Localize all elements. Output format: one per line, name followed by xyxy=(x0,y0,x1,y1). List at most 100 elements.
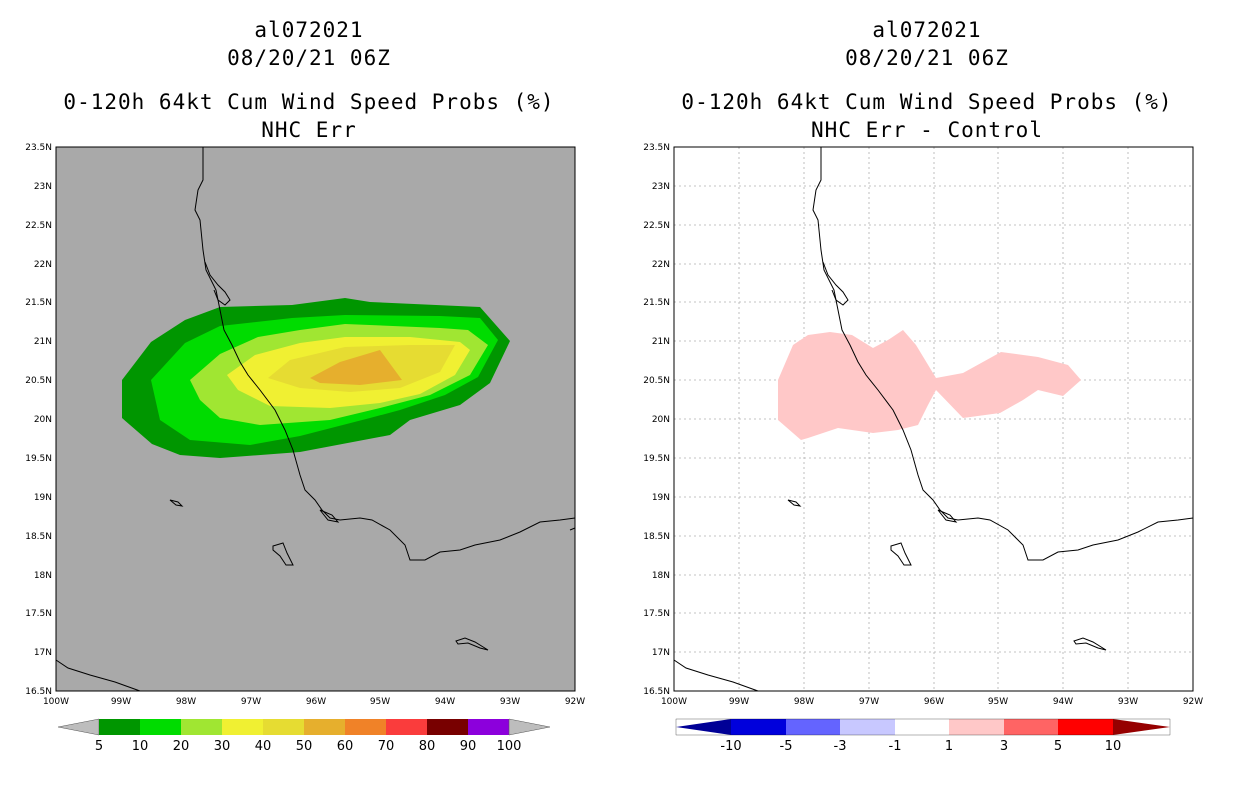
lon-label: 98W xyxy=(176,697,196,707)
left-map-panel: al072021 08/20/21 06Z 0-120h 64kt Cum Wi… xyxy=(25,18,585,754)
colorbar-label: 30 xyxy=(214,739,231,754)
difference-contours xyxy=(778,330,1081,440)
storm-id-title: al072021 xyxy=(254,18,364,42)
lon-label: 94W xyxy=(1053,697,1073,707)
colorbar-swatch xyxy=(427,719,468,735)
colorbar-label: 70 xyxy=(378,739,395,754)
lat-label: 17.5N xyxy=(643,609,670,619)
colorbar-label: 90 xyxy=(460,739,477,754)
map-frame xyxy=(673,146,1194,692)
product-subtitle: NHC Err - Control xyxy=(811,118,1043,142)
map-frame xyxy=(55,146,576,692)
colorbar-label: 10 xyxy=(132,739,149,754)
lon-label: 97W xyxy=(859,697,879,707)
lat-label: 19.5N xyxy=(643,454,670,464)
lat-label: 19.5N xyxy=(25,454,52,464)
colorbar-swatch xyxy=(99,719,140,735)
colorbar-label: 80 xyxy=(419,739,436,754)
lat-label: 22N xyxy=(34,260,52,270)
lat-label: 20N xyxy=(34,415,52,425)
probability-contours xyxy=(122,298,510,458)
lon-label: 99W xyxy=(729,697,749,707)
lat-label: 21.5N xyxy=(643,298,670,308)
lat-label: 20.5N xyxy=(643,376,670,386)
colorbar-swatch xyxy=(222,719,263,735)
right-map-panel: al072021 08/20/21 06Z 0-120h 64kt Cum Wi… xyxy=(618,0,1236,800)
lat-label: 23.5N xyxy=(643,143,670,153)
colorbar-swatch xyxy=(1004,719,1058,735)
colorbar-over-arrow xyxy=(1113,719,1170,735)
lat-label: 23.5N xyxy=(25,143,52,153)
lat-label: 18N xyxy=(34,571,52,581)
contour-1-3 xyxy=(778,330,1081,440)
colorbar-label: 60 xyxy=(337,739,354,754)
lat-label: 23N xyxy=(34,182,52,192)
right-map-svg: 23.5N 23N 22.5N 22N 21.5N 21N 20.5N 20N … xyxy=(643,143,1203,754)
lon-label: 93W xyxy=(1118,697,1138,707)
lat-label: 23N xyxy=(652,182,670,192)
lon-label: 94W xyxy=(435,697,455,707)
colorbar-swatch xyxy=(304,719,345,735)
lat-label: 21N xyxy=(652,337,670,347)
lon-label: 95W xyxy=(370,697,390,707)
lat-label: 16.5N xyxy=(25,687,52,697)
colorbar-under-arrow xyxy=(676,719,731,735)
lat-label: 18.5N xyxy=(643,532,670,542)
lon-label: 98W xyxy=(794,697,814,707)
colorbar-label: 3 xyxy=(1000,739,1008,754)
lat-label: 22.5N xyxy=(25,221,52,231)
lat-label: 22N xyxy=(652,260,670,270)
lon-tick-labels: 100W 99W 98W 97W 96W 95W 94W 93W 92W xyxy=(43,697,585,707)
lon-label: 95W xyxy=(988,697,1008,707)
lon-label: 97W xyxy=(241,697,261,707)
storm-id-title: al072021 xyxy=(872,18,982,42)
lat-label: 18.5N xyxy=(25,532,52,542)
left-map-svg: 23.5N 23N 22.5N 22N 21.5N 21N 20.5N 20N … xyxy=(25,143,585,754)
colorbar-label: 100 xyxy=(497,739,522,754)
lat-label: 19N xyxy=(34,493,52,503)
lat-label: 20.5N xyxy=(25,376,52,386)
colorbar-swatch xyxy=(468,719,509,735)
lon-label: 96W xyxy=(924,697,944,707)
colorbar-label: -10 xyxy=(720,739,741,754)
colorbar-swatch xyxy=(386,719,427,735)
lon-label: 93W xyxy=(500,697,520,707)
colorbar-label: 40 xyxy=(255,739,272,754)
colorbar-swatch xyxy=(1058,719,1113,735)
left-colorbar: 5 10 20 30 40 50 60 70 80 90 100 xyxy=(57,718,551,754)
colorbar-swatch xyxy=(140,719,181,735)
lat-label: 19N xyxy=(652,493,670,503)
colorbar-label: -3 xyxy=(834,739,847,754)
colorbar-swatch xyxy=(840,719,895,735)
lat-tick-labels: 23.5N 23N 22.5N 22N 21.5N 21N 20.5N 20N … xyxy=(25,143,52,697)
coastline xyxy=(55,147,576,692)
lon-label: 99W xyxy=(111,697,131,707)
colorbar-label: 5 xyxy=(1054,739,1062,754)
colorbar-label: -5 xyxy=(780,739,793,754)
lat-tick-labels: 23.5N 23N 22.5N 22N 21.5N 21N 20.5N 20N … xyxy=(643,143,670,697)
right-colorbar: -10 -5 -3 -1 1 3 5 10 xyxy=(675,718,1171,754)
colorbar-swatch xyxy=(181,719,222,735)
forecast-time-title: 08/20/21 06Z xyxy=(845,46,1009,70)
colorbar-label: -1 xyxy=(889,739,902,754)
lat-label: 22.5N xyxy=(643,221,670,231)
lat-label: 21N xyxy=(34,337,52,347)
contour-60-70 xyxy=(310,350,402,385)
colorbar-swatch xyxy=(895,719,949,735)
product-title: 0-120h 64kt Cum Wind Speed Probs (%) xyxy=(681,90,1173,114)
colorbar-swatch xyxy=(263,719,304,735)
colorbar-swatch xyxy=(345,719,386,735)
colorbar-swatch xyxy=(786,719,840,735)
lat-label: 16.5N xyxy=(643,687,670,697)
lat-label: 17N xyxy=(652,648,670,658)
lon-label: 92W xyxy=(1183,697,1203,707)
lat-label: 20N xyxy=(652,415,670,425)
lon-label: 100W xyxy=(661,697,687,707)
coastline xyxy=(673,147,1194,692)
lon-label: 100W xyxy=(43,697,69,707)
colorbar-swatch xyxy=(731,719,786,735)
colorbar-label: 50 xyxy=(296,739,313,754)
colorbar-label: 20 xyxy=(173,739,190,754)
product-subtitle: NHC Err xyxy=(261,118,357,142)
lon-tick-labels: 100W 99W 98W 97W 96W 95W 94W 93W 92W xyxy=(661,697,1203,707)
